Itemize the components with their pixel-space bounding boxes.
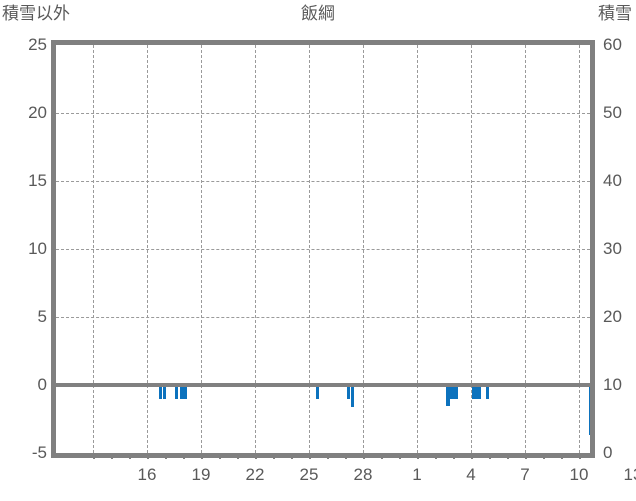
chart-header: 積雪以外 飯綱 積雪 [0,2,636,26]
left-axis-tick-label: 15 [28,171,47,190]
plot-canvas [56,45,590,453]
bar [347,387,350,399]
left-axis-title: 積雪以外 [2,4,70,23]
horizontal-gridline [56,181,590,182]
right-axis-tick-label: 60 [603,35,622,54]
x-axis-tick-label: 13 [623,465,636,484]
plot-area [51,40,595,458]
left-axis-tick-label: 25 [28,35,47,54]
bar [472,387,481,399]
left-axis-tick-label: 0 [37,375,47,394]
bar [316,387,319,399]
x-axis-tick-label: 22 [245,465,265,484]
left-axis-tick-label: -5 [31,443,47,462]
bar [446,387,450,406]
horizontal-gridline [56,317,590,318]
bar [450,387,458,399]
left-axis-tick-label: 10 [28,239,47,258]
right-axis-tick-label: 30 [603,239,622,258]
right-axis-tick-label: 40 [603,171,622,190]
chart-title: 飯綱 [301,4,335,23]
right-axis-title: 積雪 [598,4,632,23]
x-axis-tick-label: 1 [412,465,422,484]
bar [589,387,590,435]
bar [175,387,178,399]
right-axis-tick-label: 50 [603,103,622,122]
bar [486,387,489,399]
horizontal-gridline [56,249,590,250]
x-axis-tick-label: 16 [137,465,157,484]
bar [351,387,354,407]
right-axis-tick-label: 20 [603,307,622,326]
right-axis-tick-label: 10 [603,375,622,394]
x-axis-tick-label: 7 [520,465,530,484]
x-axis-tick-label: 28 [353,465,373,484]
left-axis-tick-label: 20 [28,103,47,122]
bar [180,387,187,399]
zero-baseline-rule [56,383,590,387]
left-axis-tick-label: 5 [37,307,47,326]
x-axis-tick-label: 25 [299,465,319,484]
right-axis-tick-label: 0 [603,443,613,462]
horizontal-gridline [56,113,590,114]
bar [159,387,162,399]
x-axis-tick-label: 10 [569,465,589,484]
x-axis-tick-label: 4 [466,465,476,484]
x-axis-tick-label: 19 [191,465,211,484]
bar [163,387,166,399]
